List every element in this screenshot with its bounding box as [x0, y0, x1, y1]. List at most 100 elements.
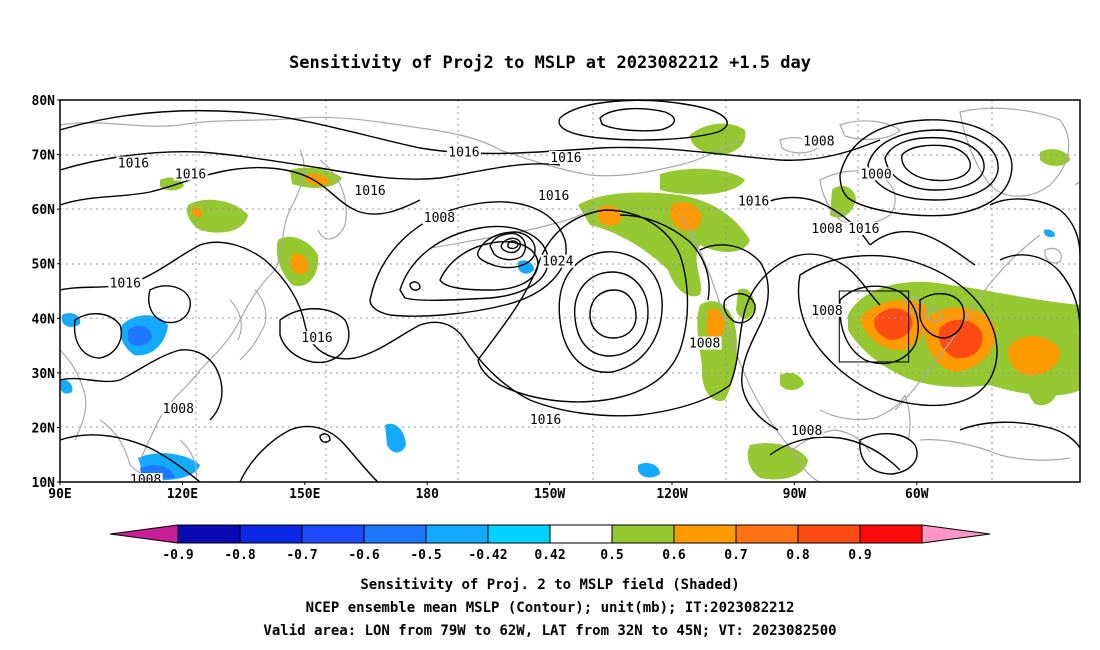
coast-iceland	[1074, 182, 1080, 192]
shade-red-northamerica-east	[938, 319, 983, 359]
colorbar-swatch	[301, 524, 365, 544]
contour-label-bg	[810, 303, 845, 317]
colorbar-label: -0.7	[286, 548, 317, 563]
colorbar-label: 0.9	[848, 548, 871, 563]
lon-label-180: 180	[415, 487, 439, 502]
contour-label: 1008	[163, 402, 194, 417]
contour-na-east-1008	[839, 285, 919, 365]
contour-label-bg	[548, 151, 583, 165]
contour-label-bg	[540, 254, 575, 268]
contour-na-gulf	[769, 436, 901, 471]
contour-na-west-loop	[723, 293, 756, 324]
contour-label: 1016	[118, 156, 149, 171]
contour-gulf-alaska	[619, 214, 710, 301]
contour-na-east-trough	[919, 293, 965, 339]
shade-blue-hawaii	[638, 463, 660, 478]
caption-line-1: Sensitivity of Proj. 2 to MSLP field (Sh…	[360, 577, 739, 593]
lon-label-60w: 60W	[905, 487, 929, 502]
shade-green-gulf	[780, 372, 804, 391]
colorbar-label: 0.8	[786, 548, 810, 563]
colorbar-swatch	[611, 524, 675, 544]
shade-green-okhotsk	[186, 199, 248, 233]
contour-label-bg	[353, 183, 388, 197]
colorbar-swatch	[487, 524, 551, 544]
positive-sensitivity-shading	[160, 123, 1080, 480]
contour-low-greenland-outer	[839, 119, 1013, 217]
contour-siberia	[60, 151, 561, 180]
contour-label: 1016	[448, 146, 479, 161]
colorbar-swatch	[797, 524, 861, 544]
lat-label-40n: 40N	[32, 312, 56, 327]
latitude-tick-labels: 80N 70N 60N 50N 40N 30N 20N 10N	[32, 94, 60, 491]
colorbar-high-extension	[921, 524, 991, 544]
contour-label: 1016	[538, 189, 569, 204]
contour-na-1016	[729, 253, 881, 386]
lon-label-150w: 150W	[534, 487, 565, 502]
contour-asia-inner-loop-2	[148, 285, 191, 324]
contour-label: 1008	[803, 135, 834, 150]
colorbar-low-extension	[109, 524, 179, 544]
contour-label: 1016	[530, 413, 561, 428]
contour-label: 1016	[354, 184, 385, 199]
contour-label: 1016	[175, 167, 206, 182]
longitude-tick-labels: 90E 120E 150E 180 150W 120W 90W 60W	[48, 482, 929, 502]
coast-greenland	[959, 107, 1070, 197]
contour-1008-asia	[60, 349, 223, 421]
coast-na-west	[679, 214, 821, 482]
contour-label: 1008	[791, 424, 822, 439]
contour-low-aleutian-6	[500, 237, 522, 254]
contour-label-bg	[422, 211, 457, 225]
shade-blue-newfoundland	[1044, 229, 1056, 238]
colorbar-label: -0.42	[468, 548, 507, 563]
shade-green-canada	[660, 168, 745, 195]
contour-small-loop-pacific-2	[409, 281, 421, 291]
colorbar-label: 0.42	[534, 548, 565, 563]
caption-line-3: Valid area: LON from 79W to 62W, LAT fro…	[263, 623, 836, 639]
contour-label-bg	[528, 412, 563, 426]
colorbar-swatch	[859, 524, 923, 544]
map-area: 1016 1016 1016 1016 1016 1016 1008 1024 1016 1016…	[60, 100, 1080, 482]
contour-label: 1008	[689, 337, 720, 352]
contour-label-bg	[128, 473, 163, 482]
lat-label-20n: 20N	[32, 421, 56, 436]
contour-na-east-outer	[797, 254, 998, 407]
contour-label: 1008	[424, 211, 455, 226]
contour-atlantic-high	[999, 254, 1080, 331]
contour-label-bg	[736, 194, 771, 208]
contour-low-aleutian-5	[489, 232, 527, 261]
contour-atlantic-south	[959, 421, 1080, 449]
shade-orange-atlantic	[1008, 335, 1061, 376]
lat-label-60n: 60N	[32, 203, 56, 218]
shade-blue-pacific-mid	[385, 423, 406, 453]
contour-label-bg	[161, 402, 196, 416]
contour-label-bg	[801, 134, 836, 148]
contour-label: 1008	[811, 304, 842, 319]
shade-green-atlantic-tail	[1027, 377, 1058, 406]
lat-label-10n: 10N	[32, 476, 56, 491]
contour-label-bg	[173, 167, 208, 181]
contour-label: 1016	[550, 151, 581, 166]
contour-label-bg	[116, 156, 151, 170]
coast-na-east	[894, 234, 1041, 411]
coast-asia-north	[60, 116, 501, 151]
colorbar-swatch	[363, 524, 427, 544]
coast-gulf	[819, 394, 906, 421]
contour-low-aleutian-3	[439, 241, 539, 291]
contour-low-aleutian-4	[477, 231, 536, 269]
colorbar-label: -0.8	[224, 548, 255, 563]
contour-caribbean-loop	[859, 433, 918, 475]
lon-label-120e: 120E	[167, 487, 198, 502]
figure-title: Sensitivity of Proj2 to MSLP at 20230822…	[289, 53, 811, 73]
colorbar-swatch	[673, 524, 737, 544]
shade-orange-sakhalin	[290, 253, 309, 275]
shade-blue-westcoast-china	[62, 313, 81, 327]
contour-label-bg	[789, 423, 824, 437]
contour-high-inner-1	[574, 271, 649, 357]
contour-label-bg	[108, 276, 143, 290]
contour-label-bg	[846, 221, 881, 235]
contour-label-bg	[687, 336, 722, 350]
colorbar-label: -0.9	[162, 548, 193, 563]
colorbar-swatch	[549, 524, 613, 544]
contour-label-bg	[446, 145, 481, 159]
colorbar-label: 0.7	[724, 548, 747, 563]
